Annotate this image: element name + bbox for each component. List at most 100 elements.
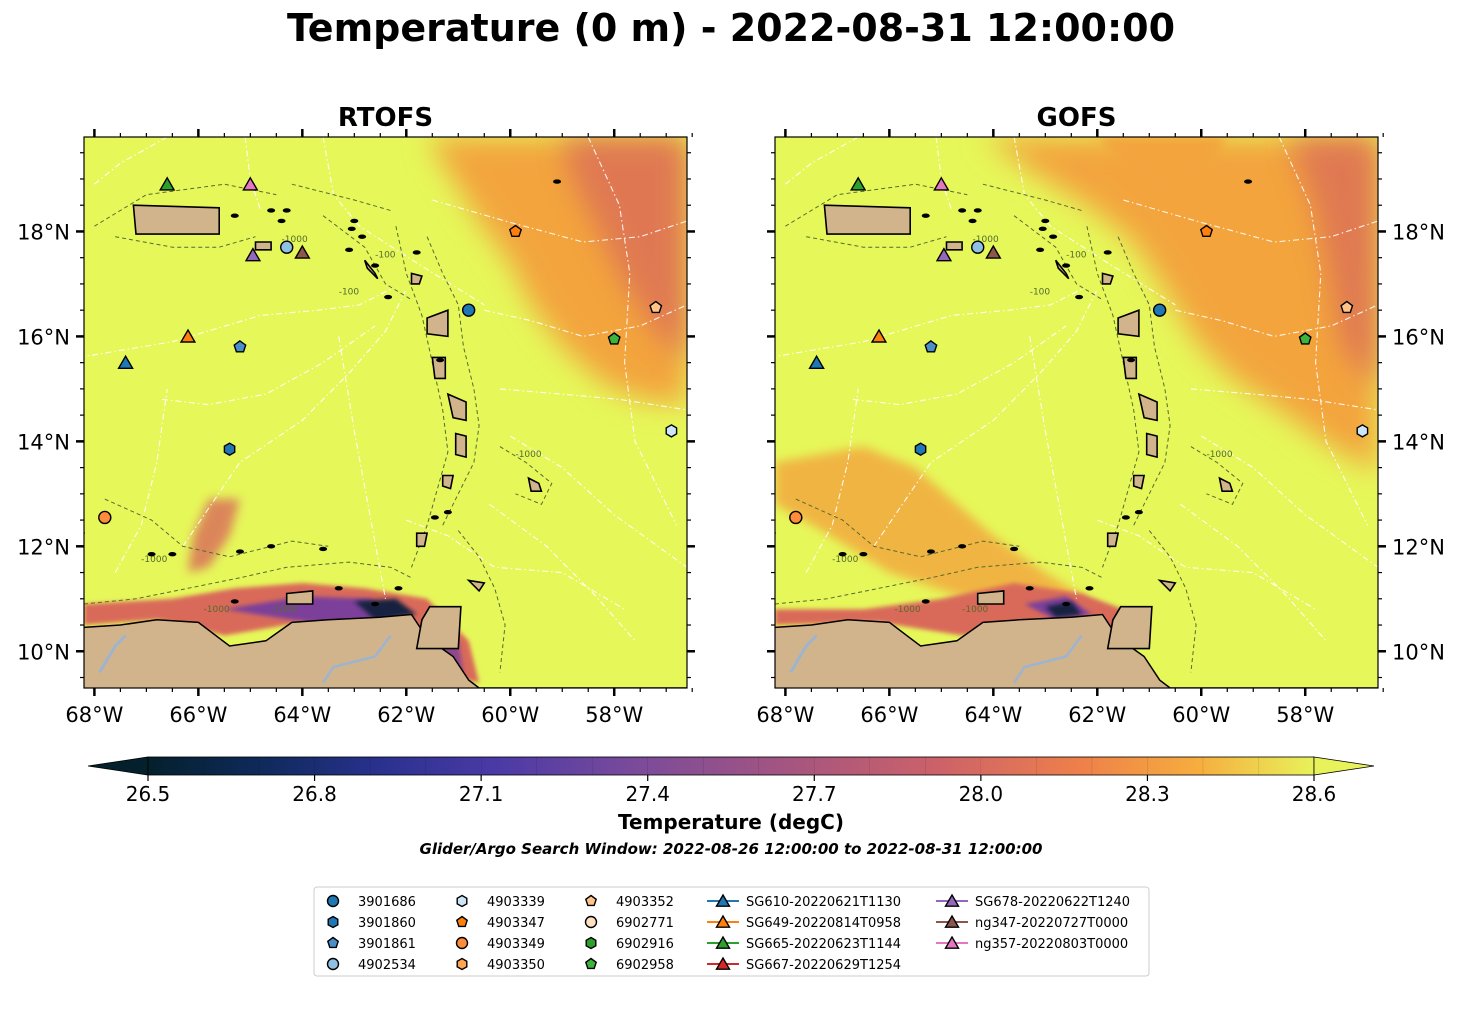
panel-title: GOFS [1037, 103, 1117, 133]
legend-item: 6902916 [585, 936, 674, 952]
axis-ticks: 68°W 66°W 64°W 62°W 60°W 58°W 10°N 12°N 14°N 16°N… [17, 129, 695, 727]
small-island [1085, 586, 1094, 591]
legend-frame [313, 886, 1150, 977]
legend-marker [944, 914, 960, 928]
eez-boundary [1097, 519, 1316, 610]
river [789, 634, 818, 674]
obs-marker-ng347-20220727T0000 [294, 244, 311, 259]
colorbar-extend-high [1313, 756, 1375, 776]
legend-marker [456, 894, 468, 908]
legend-marker [456, 957, 468, 971]
legend-label: 4903349 [487, 937, 545, 952]
bathymetry-label: -1000 [973, 235, 999, 245]
small-island [334, 586, 343, 591]
legend: 3901686 3901860 3901861 4902534 4903339 49033… [313, 886, 1150, 977]
colorbar-body [147, 756, 1315, 776]
upwelling-min [1045, 601, 1082, 618]
small-island [267, 208, 276, 213]
small-island [973, 208, 982, 213]
small-island [1244, 179, 1253, 184]
bathymetry-contour [499, 446, 553, 505]
legend-item: 4903350 [456, 957, 545, 973]
obs-marker-SG649-20220814T0958 [179, 328, 197, 343]
eez-boundary [1123, 199, 1378, 243]
legend-marker [584, 957, 598, 970]
legend-item: ng347-20220727T0000 [936, 914, 1128, 931]
y-tick-label: 12°N [1392, 535, 1445, 559]
bathymetry-contour [1117, 236, 1171, 526]
island [1132, 474, 1146, 490]
small-island [1036, 247, 1045, 253]
obs-marker-3901860 [223, 442, 236, 457]
bathymetry-contour [795, 498, 1020, 558]
eez-boundary [338, 336, 387, 599]
eez-boundary [489, 503, 636, 642]
eez-boundary [805, 388, 859, 573]
small-island [371, 601, 380, 607]
small-island [412, 250, 421, 255]
small-island [147, 551, 156, 557]
island [775, 532, 777, 536]
map-panel-rtofs: -1000-1000 -1000-1000-100-1000-100RTOFS68… [17, 103, 695, 727]
colorbar-label: Temperature (degC) [618, 810, 844, 834]
eez-boundary [484, 304, 687, 337]
legend-label: 4903347 [487, 916, 545, 931]
legend-label: 6902958 [616, 958, 674, 973]
island [285, 590, 314, 605]
legend-item: SG667-20220629T1254 [707, 956, 901, 973]
x-tick-label: 68°W [65, 703, 123, 727]
obs-marker-4902534 [280, 240, 294, 254]
eez-boundary [1029, 336, 1078, 599]
obs-marker-3901861 [924, 340, 938, 353]
bathymetry-label: -1000 [271, 605, 297, 615]
warm-plume-north [1097, 137, 1228, 190]
eez-boundary [114, 388, 168, 573]
obs-marker-4903352 [1340, 300, 1354, 314]
small-island [1062, 601, 1071, 607]
y-tick-label: 10°N [1392, 640, 1445, 664]
legend-item: SG649-20220814T0958 [707, 914, 901, 931]
obs-marker-SG678-20220622T1240 [935, 247, 953, 262]
legend-marker [326, 957, 340, 971]
small-island [921, 599, 930, 604]
bathymetry-contour [1086, 226, 1140, 568]
obs-marker-4902534 [971, 240, 985, 254]
island [1145, 432, 1158, 459]
colorbar: 26.5 26.8 27.1 27.4 27.7 28.0 28.3 28.6 Tempera… [87, 756, 1375, 834]
island [733, 536, 749, 544]
small-island [394, 586, 403, 591]
x-tick-label: 68°W [756, 703, 814, 727]
island [426, 309, 449, 338]
small-island [1103, 250, 1112, 255]
x-tick-label: 58°W [585, 703, 643, 727]
land-south-america [775, 613, 1378, 688]
river [322, 634, 392, 684]
bathymetry-contour [982, 183, 1082, 211]
eez-boundary [587, 137, 678, 526]
x-tick-label: 58°W [1276, 703, 1334, 727]
legend-item: ng357-20220803T0000 [936, 935, 1128, 952]
island [1218, 476, 1234, 493]
y-tick-label: 14°N [17, 430, 70, 454]
obs-marker-ng357-20220803T0000 [242, 176, 259, 191]
bathymetry-contour [395, 226, 449, 568]
legend-label: 3901686 [358, 895, 416, 910]
x-tick-label: 64°W [273, 703, 331, 727]
map-panel-gofs: -1000-1000 -1000-1000-100-1000-100 GOFS 68°… [733, 103, 1445, 727]
obs-marker-4903349 [98, 510, 112, 525]
obs-marker-3901686 [461, 303, 476, 317]
legend-label: 4903352 [616, 895, 674, 910]
small-island [230, 213, 239, 218]
island [466, 579, 486, 593]
eez-boundary [406, 519, 625, 610]
map-frame [774, 136, 1379, 689]
island [1106, 605, 1153, 650]
eez-boundary [510, 435, 687, 568]
island [446, 392, 467, 422]
obs-marker-4903339 [665, 424, 678, 438]
eez-boundary [182, 288, 407, 547]
temperature-field: -1000 -1000 -1000 -1000 -100 -1000 -100 [84, 137, 687, 688]
temperature-field: -1000 -1000 -1000 -1000 -100 -1000 -100 [733, 137, 1378, 688]
small-island [958, 544, 967, 549]
small-island [1134, 510, 1143, 515]
